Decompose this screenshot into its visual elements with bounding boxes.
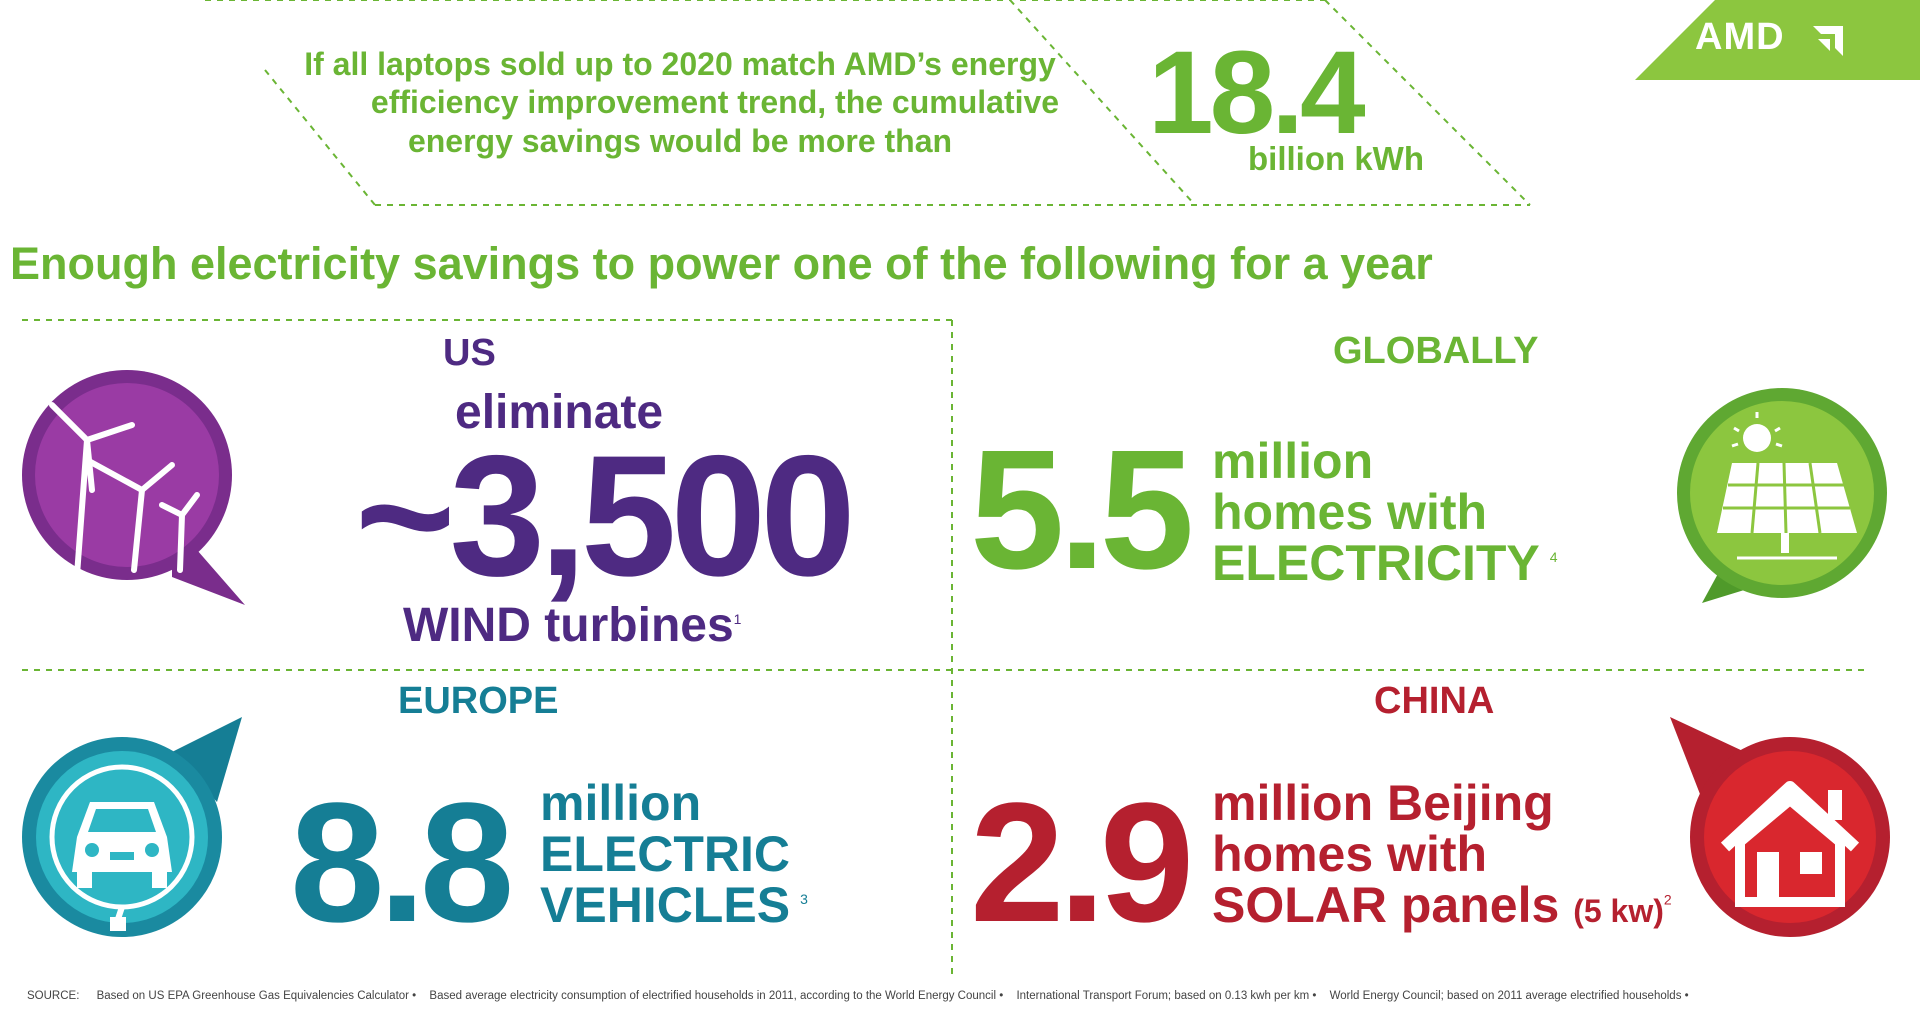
savings-unit: billion kWh	[1248, 140, 1424, 177]
europe-value: 8.8	[290, 768, 514, 958]
globally-desc-2: homes with	[1212, 484, 1488, 540]
us-footnote: 1	[733, 611, 742, 627]
wind-turbine-icon	[22, 370, 245, 605]
china-desc: million Beijing homes with SOLAR panels …	[1212, 778, 1672, 931]
source-footer: SOURCE: Based on US EPA Greenhouse Gas E…	[27, 990, 1689, 1002]
china-footnote: 2	[1663, 891, 1672, 908]
globally-region: GLOBALLY	[1333, 330, 1539, 372]
header-frame	[205, 0, 1531, 206]
savings-value: 18.4	[1148, 27, 1366, 159]
house-icon	[1670, 717, 1890, 937]
europe-desc-2: ELECTRIC	[540, 826, 790, 882]
us-value: ~3,500	[355, 420, 856, 612]
us-desc-text: WIND turbines	[403, 599, 734, 652]
china-value: 2.9	[970, 768, 1194, 958]
europe-region: EUROPE	[398, 680, 559, 722]
china-desc-1: million Beijing	[1212, 775, 1554, 831]
globally-value: 5.5	[970, 415, 1194, 605]
globally-desc: million homes with ELECTRICITY 4	[1212, 436, 1558, 589]
europe-desc-3: VEHICLES	[540, 877, 791, 933]
globally-desc-1: million	[1212, 433, 1374, 489]
source-item-4: World Energy Council; based on 2011 aver…	[1329, 990, 1689, 1002]
solar-panel-icon	[1677, 388, 1887, 603]
us-region: US	[443, 332, 496, 374]
us-desc: WIND turbines1	[403, 598, 741, 653]
us-verb: eliminate	[455, 386, 664, 439]
china-region: CHINA	[1374, 680, 1495, 722]
source-label: SOURCE:	[27, 990, 80, 1002]
china-desc-2: homes with	[1212, 826, 1488, 882]
statement-line-1: If all laptops sold up to 2020 match AMD…	[304, 46, 1056, 82]
source-item-1: Based on US EPA Greenhouse Gas Equivalen…	[96, 990, 417, 1002]
globally-desc-3: ELECTRICITY	[1212, 535, 1540, 591]
headline: Enough electricity savings to power one …	[10, 238, 1433, 289]
grid-dividers	[22, 319, 1870, 975]
china-desc-unit: (5 kw)	[1573, 893, 1664, 929]
amd-logo-text: AMD	[1695, 16, 1785, 58]
amd-logo: AMD	[1635, 0, 1920, 80]
statement-line-3: energy savings would be more than	[407, 122, 953, 159]
electric-car-icon	[22, 717, 242, 937]
source-item-3: International Transport Forum; based on …	[1016, 990, 1317, 1002]
statement-line-2: efficiency improvement trend, the cumula…	[370, 84, 1060, 121]
amd-arrow-icon	[1813, 26, 1843, 56]
europe-footnote: 3	[800, 891, 808, 908]
savings-statement: If all laptops sold up to 2020 match AMD…	[260, 45, 1100, 160]
globally-footnote: 4	[1549, 549, 1558, 566]
source-item-2: Based average electricity consumption of…	[429, 990, 1004, 1002]
china-desc-3: SOLAR panels	[1212, 877, 1560, 933]
europe-desc: million ELECTRIC VEHICLES 3	[540, 778, 808, 931]
europe-desc-1: million	[540, 775, 702, 831]
